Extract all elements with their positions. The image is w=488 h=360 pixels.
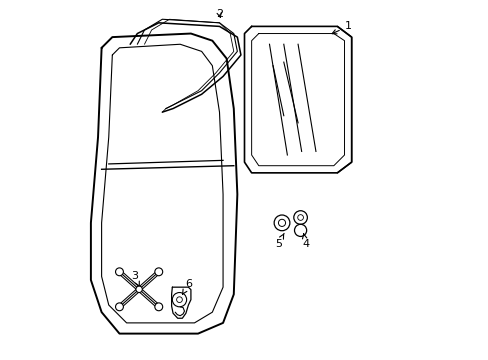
Text: 3: 3 (131, 271, 140, 287)
Text: 4: 4 (302, 234, 309, 249)
Text: 5: 5 (274, 233, 284, 249)
Circle shape (155, 268, 163, 276)
Text: 1: 1 (331, 21, 351, 34)
Circle shape (115, 303, 123, 311)
Text: 2: 2 (216, 9, 223, 19)
Text: 6: 6 (182, 279, 192, 294)
Circle shape (115, 268, 123, 276)
Circle shape (155, 303, 163, 311)
Circle shape (136, 286, 142, 293)
